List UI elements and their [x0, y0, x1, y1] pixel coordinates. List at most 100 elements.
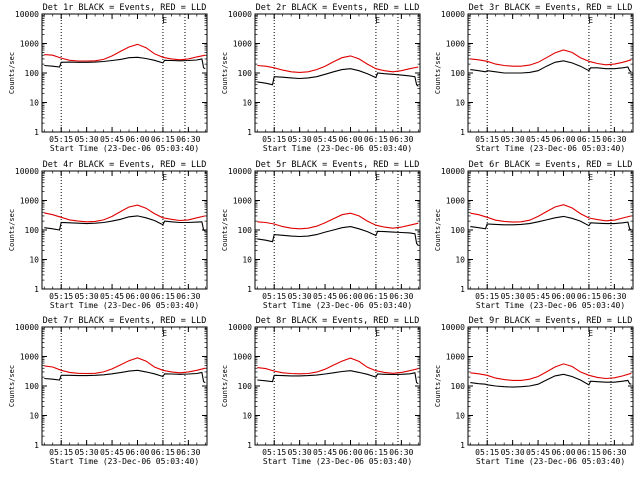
x-tick-label: 06:00: [338, 135, 362, 144]
series-line-lld: [470, 49, 632, 67]
x-tick-label: 05:45: [313, 135, 337, 144]
x-tick-label: 05:30: [75, 292, 99, 301]
y-tick-label: 1000: [446, 197, 465, 206]
y-tick-label: 100: [25, 226, 40, 235]
x-tick-label: 06:30: [602, 292, 626, 301]
x-tick-label: 06:15: [364, 135, 388, 144]
series-line-lld: [257, 212, 419, 230]
plot-title: Det 2r BLACK = Events, RED = LLD: [256, 3, 420, 13]
event-marker-label: E: [375, 329, 380, 338]
event-marker-label: E: [162, 173, 167, 182]
series-line-lld: [257, 55, 419, 73]
plot-title: Det 6r BLACK = Events, RED = LLD: [469, 160, 633, 170]
y-axis-label: Counts/sec: [434, 52, 442, 94]
plot-title: Det 5r BLACK = Events, RED = LLD: [256, 160, 420, 170]
y-tick-label: 1: [247, 128, 252, 137]
x-tick-label: 06:15: [151, 448, 175, 457]
series-line-lld: [44, 43, 206, 62]
y-tick-label: 10: [242, 99, 252, 108]
x-tick-label: 06:30: [389, 448, 413, 457]
x-axis-label: Start Time (23-Dec-06 05:03:40): [50, 144, 199, 153]
plot-frame: [467, 13, 634, 133]
y-tick-label: 100: [451, 69, 466, 78]
detector-plot-1: Det 1r BLACK = Events, RED = LLD 1 10 100 10…: [8, 3, 208, 153]
y-axis-label: Counts/sec: [434, 365, 442, 407]
y-tick-label: 10000: [228, 10, 252, 19]
series-line-events: [257, 226, 419, 246]
series-line-events: [470, 373, 632, 388]
x-tick-label: 05:30: [501, 448, 525, 457]
x-axis-label: Start Time (23-Dec-06 05:03:40): [50, 301, 199, 310]
x-tick-label: 05:45: [313, 448, 337, 457]
x-tick-label: 06:30: [176, 135, 200, 144]
x-tick-label: 06:30: [176, 448, 200, 457]
detector-plot-7: Det 7r BLACK = Events, RED = LLD 1 10 100 10…: [8, 316, 208, 466]
series-line-events: [44, 369, 206, 384]
y-tick-label: 10000: [441, 323, 465, 332]
plot-title: Det 7r BLACK = Events, RED = LLD: [43, 316, 207, 326]
plot-frame: [254, 326, 421, 446]
plot-frame: [41, 170, 208, 290]
x-tick-label: 06:00: [551, 448, 575, 457]
x-tick-label: 05:15: [475, 448, 499, 457]
y-tick-label: 10000: [15, 323, 39, 332]
x-axis-label: Start Time (23-Dec-06 05:03:40): [263, 457, 412, 466]
x-axis-label: Start Time (23-Dec-06 05:03:40): [476, 301, 625, 310]
y-tick-label: 10000: [15, 167, 39, 176]
event-marker-label: E: [375, 173, 380, 182]
y-tick-label: 100: [25, 382, 40, 391]
x-tick-label: 06:15: [364, 292, 388, 301]
y-tick-label: 10: [242, 256, 252, 265]
x-tick-label: 05:30: [288, 448, 312, 457]
detector-plot-4: Det 4r BLACK = Events, RED = LLD 1 10 100 10…: [8, 160, 208, 310]
x-tick-label: 05:30: [501, 292, 525, 301]
x-tick-label: 06:30: [602, 448, 626, 457]
y-tick-label: 100: [451, 226, 466, 235]
x-tick-label: 06:00: [338, 448, 362, 457]
y-tick-label: 1: [34, 128, 39, 137]
y-tick-label: 1: [34, 285, 39, 294]
x-tick-label: 05:15: [262, 448, 286, 457]
plot-frame: [41, 326, 208, 446]
event-marker-label: E: [162, 16, 167, 25]
y-tick-label: 100: [238, 69, 253, 78]
x-tick-label: 06:00: [125, 448, 149, 457]
x-tick-label: 06:15: [151, 292, 175, 301]
x-tick-label: 05:15: [262, 135, 286, 144]
series-line-events: [44, 215, 206, 232]
plot-title: Det 3r BLACK = Events, RED = LLD: [469, 3, 633, 13]
x-tick-label: 05:45: [100, 448, 124, 457]
x-tick-label: 06:15: [577, 135, 601, 144]
x-tick-label: 06:30: [602, 135, 626, 144]
x-tick-label: 05:45: [313, 292, 337, 301]
x-axis-label: Start Time (23-Dec-06 05:03:40): [263, 301, 412, 310]
y-tick-label: 10: [455, 99, 465, 108]
y-tick-label: 10000: [441, 10, 465, 19]
series-line-events: [257, 68, 419, 87]
x-tick-label: 05:15: [262, 292, 286, 301]
y-tick-label: 1000: [446, 353, 465, 362]
detector-plot-9: Det 9r BLACK = Events, RED = LLD 1 10 100 10…: [434, 316, 634, 466]
plot-frame: [467, 170, 634, 290]
x-tick-label: 05:15: [49, 135, 73, 144]
y-tick-label: 10: [29, 412, 39, 421]
y-tick-label: 10: [29, 99, 39, 108]
y-tick-label: 1000: [20, 197, 39, 206]
y-tick-label: 100: [451, 382, 466, 391]
y-axis-label: Counts/sec: [221, 365, 229, 407]
y-tick-label: 1000: [446, 40, 465, 49]
x-tick-label: 05:15: [49, 448, 73, 457]
y-tick-label: 100: [238, 226, 253, 235]
y-tick-label: 100: [238, 382, 253, 391]
y-tick-label: 10000: [228, 167, 252, 176]
y-tick-label: 1000: [233, 40, 252, 49]
x-tick-label: 06:00: [125, 135, 149, 144]
x-tick-label: 05:30: [75, 135, 99, 144]
event-marker-label: E: [375, 16, 380, 25]
plot-title: Det 4r BLACK = Events, RED = LLD: [43, 160, 207, 170]
event-marker-label: E: [588, 329, 593, 338]
y-axis-label: Counts/sec: [434, 209, 442, 251]
x-tick-label: 05:30: [288, 135, 312, 144]
series-line-lld: [470, 363, 632, 381]
